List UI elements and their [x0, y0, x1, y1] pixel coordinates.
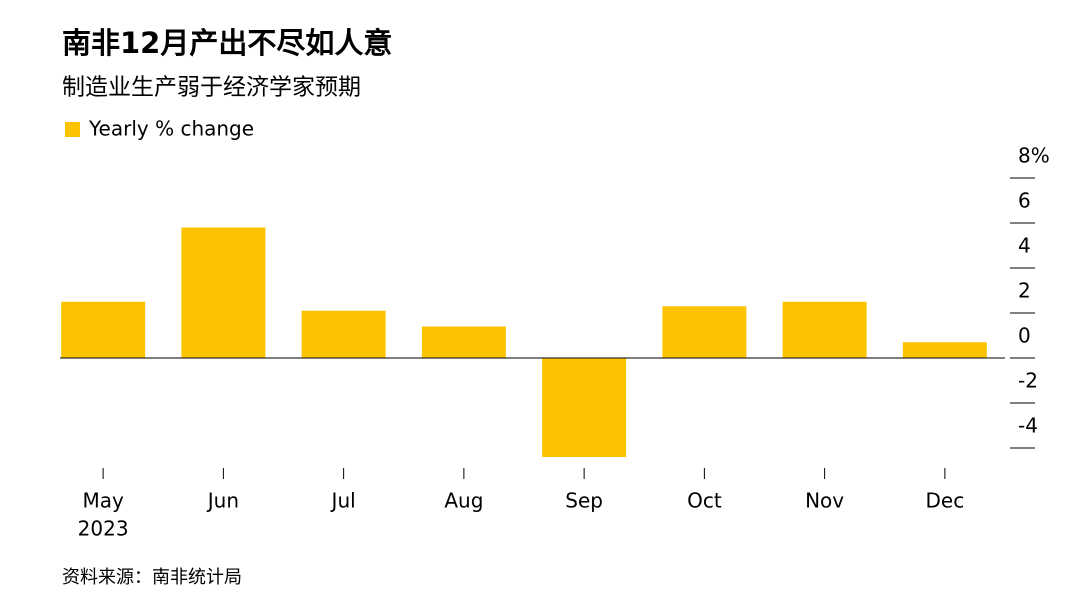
x-tick-label: Nov: [805, 489, 844, 513]
x-tick-label: Sep: [565, 489, 603, 513]
x-tick-label: Jun: [206, 489, 239, 513]
x-year-label: 2023: [78, 517, 129, 541]
bar: [61, 301, 146, 358]
x-tick-label: Dec: [926, 489, 965, 513]
x-tick-label: Aug: [444, 489, 483, 513]
y-tick-label: 6: [1018, 189, 1031, 213]
x-tick-label: May: [82, 489, 124, 513]
source-note: 资料来源：南非统计局: [62, 567, 242, 588]
legend-swatch: [65, 122, 80, 137]
y-tick-label: 2: [1018, 279, 1031, 303]
bar: [421, 326, 506, 358]
bar: [181, 227, 266, 358]
bar: [782, 301, 867, 358]
legend-label: Yearly % change: [88, 117, 254, 141]
y-tick-label: -4: [1018, 414, 1038, 438]
chart-subtitle: 制造业生产弱于经济学家预期: [62, 75, 361, 101]
y-tick-label: -2: [1018, 369, 1038, 393]
y-tick-label: 0: [1018, 324, 1031, 348]
bar: [902, 342, 987, 358]
bar: [662, 306, 747, 358]
chart-title: 南非12月产出不尽如人意: [62, 26, 392, 60]
bar: [301, 310, 386, 358]
x-tick-label: Oct: [687, 489, 722, 513]
x-tick-label: Jul: [330, 489, 356, 513]
bar: [542, 358, 627, 457]
y-tick-label: 4: [1018, 234, 1031, 258]
y-tick-label: 8%: [1018, 144, 1050, 168]
